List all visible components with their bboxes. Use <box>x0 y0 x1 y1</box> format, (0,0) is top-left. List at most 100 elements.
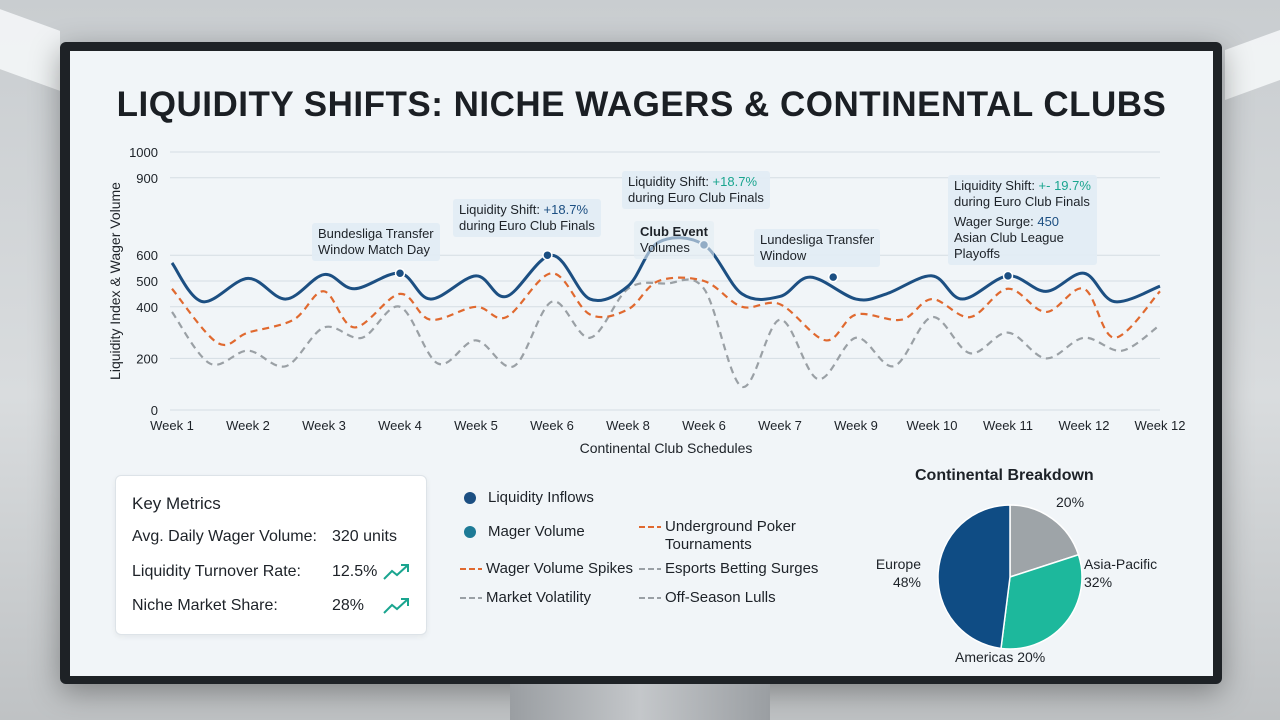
callout-highlight: +18.7% <box>543 202 588 217</box>
callout-highlight: +- 19.7% <box>1038 178 1091 193</box>
callout-liquidity-shift-3: Liquidity Shift: +- 19.7% during Euro Cl… <box>948 175 1097 265</box>
pie-label-americas: Americas 20% <box>955 649 1046 665</box>
series-line-market-volatility <box>171 278 1161 388</box>
annotation-marker <box>827 271 839 283</box>
callout-text: Liquidity Shift: <box>459 202 544 217</box>
metric-value: 320 units <box>332 528 397 545</box>
y-tick-label: 0 <box>151 403 158 418</box>
metric-label: Avg. Daily Wager Volume: <box>132 528 317 545</box>
y-tick-label: 600 <box>136 248 158 263</box>
pie-label-pct: 48% <box>892 574 921 590</box>
dashboard-screen: LIQUIDITY SHIFTS: NICHE WAGERS & CONTINE… <box>70 51 1213 676</box>
callout-line: Club Event <box>640 224 708 239</box>
legend-label: Market Volatility <box>486 589 592 606</box>
metric-label: Liquidity Turnover Rate: <box>132 563 301 580</box>
x-tick-label: Week 5 <box>454 418 498 433</box>
callout-line: during Euro Club Finals <box>954 194 1090 209</box>
annotation-marker <box>542 249 553 261</box>
callout-text: Wager Surge: <box>954 214 1038 229</box>
pie-slice-americas <box>1009 504 1080 579</box>
callout-line: Liquidity Shift: +18.7% <box>628 174 764 190</box>
pie-slice-asia-pacific <box>1000 553 1083 650</box>
y-tick-label: 1000 <box>129 145 158 160</box>
legend-dot-icon <box>464 526 476 538</box>
callout-line: Liquidity Shift: +18.7% <box>459 202 595 218</box>
callout-bundesliga: Bundesliga Transfer Window Match Day <box>312 223 440 261</box>
legend-label: Liquidity Inflows <box>488 489 594 506</box>
legend-label: Wager Volume Spikes <box>486 560 634 577</box>
annotation-marker <box>1002 270 1014 282</box>
callout-line: Playoffs <box>954 246 1001 261</box>
callout-line: Asian Club League <box>954 230 1064 245</box>
pie-label-asia: Asia-Pacific 32% <box>1084 555 1157 591</box>
callout-line: Window <box>760 248 807 263</box>
x-tick-label: Week 4 <box>378 418 422 433</box>
metric-value: 12.5% <box>332 563 378 580</box>
key-metrics-card: Key Metrics Avg. Daily Wager Volume: 320… <box>115 475 427 635</box>
legend-label: Underground Poker Tournaments <box>665 518 796 554</box>
legend-dash-icon <box>460 568 482 570</box>
x-tick-label: Week 12 <box>1134 418 1185 433</box>
x-tick-label: Week 11 <box>983 418 1033 433</box>
ceiling-light-right <box>1225 29 1280 101</box>
legend-label: Off-Season Lulls <box>665 589 776 606</box>
ceiling-light-left <box>0 9 60 91</box>
callout-line: Wager Surge: 450 <box>954 214 1091 230</box>
x-tick-label: Week 2 <box>226 418 270 433</box>
pie-label-europe: Europe 48% <box>873 555 921 591</box>
pie-chart <box>937 504 1083 650</box>
y-tick-label: 200 <box>136 351 158 366</box>
x-tick-label: Week 8 <box>606 418 650 433</box>
callout-line: Volumes <box>640 240 690 255</box>
legend-dash-icon <box>639 526 661 528</box>
callout-liquidity-shift-1: Liquidity Shift: +18.7% during Euro Club… <box>453 199 601 237</box>
line-chart: 0 200 400 500 600 900 1000 Week 1 Week 2 Week 3 We… <box>107 145 1186 456</box>
x-tick-label: Week 9 <box>834 418 878 433</box>
x-tick-label: Week 12 <box>1058 418 1109 433</box>
callout-line: Lundesliga Transfer <box>760 232 875 247</box>
x-tick-label: Week 1 <box>150 418 194 433</box>
legend-label-line: Underground Poker <box>665 518 796 535</box>
x-tick-label: Week 6 <box>682 418 726 433</box>
metric-row: Liquidity Turnover Rate: 12.5% <box>132 563 422 585</box>
pie-label-name: Europe <box>875 556 921 572</box>
callout-line: during Euro Club Finals <box>628 190 764 205</box>
callout-line: Window Match Day <box>318 242 430 257</box>
pie-label-pct: 32% <box>1084 574 1113 590</box>
metric-row: Avg. Daily Wager Volume: 320 units <box>132 528 422 550</box>
legend-label: Esports Betting Surges <box>665 560 819 577</box>
x-tick-label: Week 6 <box>530 418 574 433</box>
callout-line: during Euro Club Finals <box>459 218 595 233</box>
x-tick-label: Week 10 <box>906 418 957 433</box>
callout-highlight: 450 <box>1037 214 1060 229</box>
key-metrics-title: Key Metrics <box>132 494 221 513</box>
legend-label-line: Tournaments <box>665 536 752 553</box>
y-axis-label: Liquidity Index & Wager Volume <box>107 182 123 380</box>
metric-row: Niche Market Share: 28% <box>132 597 422 619</box>
y-tick-label: 400 <box>136 300 158 315</box>
y-tick-label: 900 <box>136 171 158 186</box>
pie-label-name: Asia-Pacific <box>1084 556 1158 572</box>
x-axis-label: Continental Club Schedules <box>580 440 753 456</box>
x-tick-label: Week 3 <box>302 418 346 433</box>
callout-text: Liquidity Shift: <box>628 174 713 189</box>
pie-label-top: 20% <box>1056 494 1085 510</box>
callout-text: Liquidity Shift: <box>954 178 1039 193</box>
callout-club-event: Club Event Volumes <box>634 221 714 259</box>
metric-label: Niche Market Share: <box>132 597 278 614</box>
x-tick-label: Week 7 <box>758 418 802 433</box>
callout-lundesliga: Lundesliga Transfer Window <box>754 229 881 267</box>
dashboard-title: LIQUIDITY SHIFTS: NICHE WAGERS & CONTINE… <box>116 85 1167 124</box>
pie-title: Continental Breakdown <box>915 467 1094 484</box>
y-tick-label: 500 <box>136 274 158 289</box>
series-line-wager-volume-spikes <box>171 272 1161 347</box>
legend-dot-icon <box>464 492 476 504</box>
legend-dash-icon <box>639 568 661 570</box>
callout-line: Bundesliga Transfer <box>318 226 434 241</box>
callout-liquidity-shift-2: Liquidity Shift: +18.7% during Euro Club… <box>622 171 770 209</box>
metric-value: 28% <box>332 597 365 614</box>
legend-label: Mager Volume <box>488 523 585 540</box>
callout-line: Liquidity Shift: +- 19.7% <box>954 178 1091 194</box>
annotation-marker <box>394 268 406 279</box>
callout-highlight: +18.7% <box>712 174 757 189</box>
